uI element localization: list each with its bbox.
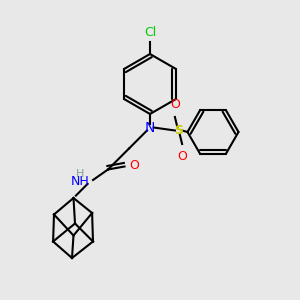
Text: O: O (170, 98, 180, 111)
Text: H: H (76, 169, 85, 178)
Text: O: O (129, 158, 139, 172)
Text: N: N (145, 121, 155, 134)
Text: NH: NH (71, 175, 90, 188)
Text: S: S (174, 124, 183, 137)
Text: Cl: Cl (144, 26, 156, 39)
Text: O: O (177, 150, 187, 163)
